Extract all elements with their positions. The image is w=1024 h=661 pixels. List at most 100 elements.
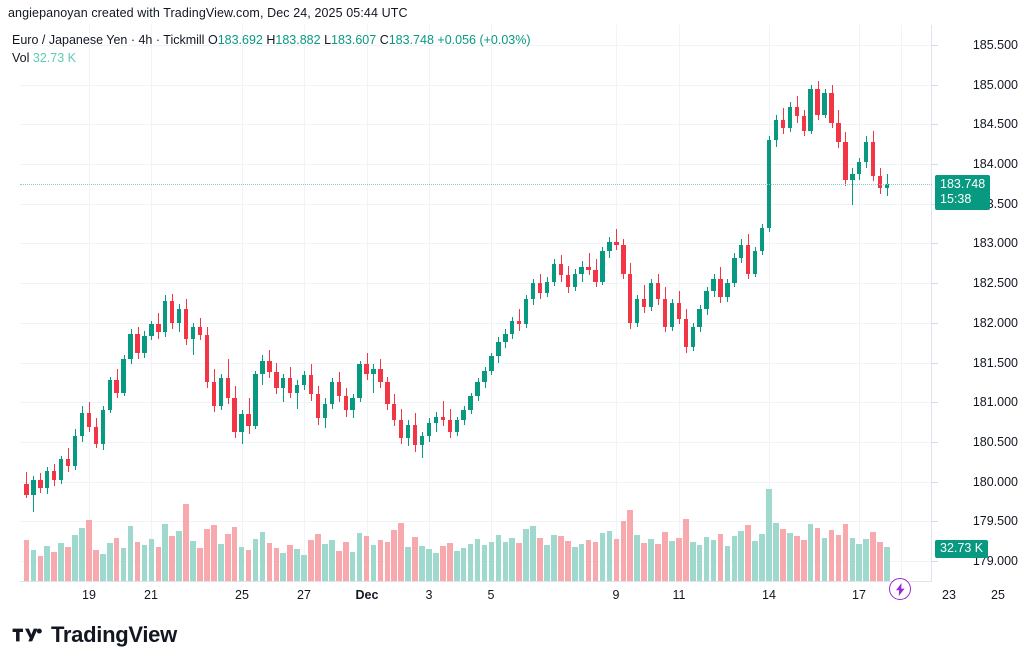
plot-area[interactable]: [20, 25, 932, 581]
volume-bar: [544, 544, 550, 581]
price-axis-tick: [932, 323, 938, 324]
lightning-bolt-icon[interactable]: [889, 578, 911, 600]
candle-wick: [616, 229, 617, 250]
candle-body: [24, 484, 29, 496]
volume-bar: [516, 543, 522, 581]
legend-low-key: L: [324, 33, 332, 47]
grid-line-horizontal: [20, 85, 932, 86]
volume-bar: [384, 541, 391, 581]
candle-body: [537, 283, 543, 293]
candle-body: [142, 335, 147, 354]
volume-bar: [405, 547, 411, 581]
volume-bar: [502, 542, 509, 581]
time-tick-label: 27: [297, 588, 311, 602]
candle-body: [128, 333, 133, 359]
volume-bar: [766, 488, 772, 581]
volume-bar: [842, 523, 849, 581]
footer: TradingView: [0, 610, 1024, 661]
candle-body: [739, 245, 744, 258]
volume-bar: [106, 542, 113, 581]
candle-body: [690, 326, 695, 347]
volume-bar: [204, 529, 210, 581]
candle-body: [357, 364, 362, 399]
time-tick-label: 23: [942, 588, 956, 602]
time-tick-label: Dec: [355, 588, 379, 602]
volume-bar: [280, 553, 287, 581]
time-axis[interactable]: 19212527Dec359111417192325: [20, 581, 1005, 610]
volume-bar: [100, 554, 106, 581]
volume-bar: [682, 518, 689, 581]
candle-body: [378, 368, 383, 383]
volume-bar: [329, 539, 335, 581]
volume-bar: [308, 540, 314, 581]
volume-bar: [238, 546, 245, 581]
candle-body: [315, 394, 321, 419]
volume-bar: [113, 538, 120, 581]
candle-body: [662, 299, 668, 327]
volume-bar: [322, 543, 328, 581]
attribution-text: angiepanoyan created with TradingView.co…: [8, 6, 408, 20]
price-tick-label: 181.500: [972, 356, 1018, 370]
candle-body: [322, 403, 328, 419]
volume-bar: [391, 530, 398, 581]
price-axis[interactable]: 185.500 185.000 184.500 184.000 183.500 183.0…: [932, 25, 1024, 581]
candle-body: [100, 410, 105, 445]
candle-body: [454, 419, 459, 433]
volume-bar: [412, 537, 418, 581]
candle-body: [426, 422, 432, 436]
grid-line-horizontal: [20, 363, 932, 364]
volume-bar: [606, 530, 613, 581]
time-tick-label: 25: [991, 588, 1005, 602]
volume-bar: [578, 544, 585, 581]
volume-bar: [342, 542, 349, 581]
grid-line-vertical: [89, 25, 90, 581]
candle-body: [419, 435, 425, 446]
candle-body: [586, 267, 591, 271]
time-tick-label: 17: [852, 588, 866, 602]
volume-bar: [752, 540, 758, 581]
candle-body: [197, 326, 203, 335]
volume-bar: [315, 533, 321, 581]
candle-body: [364, 364, 369, 374]
volume-bar: [433, 553, 439, 581]
candle-body: [253, 374, 258, 427]
price-tick-label: 185.500: [972, 38, 1018, 52]
candle-body: [829, 92, 834, 123]
candle-body: [877, 175, 883, 188]
chart-container[interactable]: Euro / Japanese Yen · 4h · Tickmill O183…: [0, 24, 1024, 610]
legend-open-key: O: [207, 33, 218, 47]
candle-body: [121, 358, 126, 393]
grid-line-horizontal: [20, 124, 932, 125]
candle-body: [864, 141, 869, 163]
candle-body: [648, 283, 654, 307]
candle-body: [558, 264, 564, 276]
price-axis-tick: [932, 482, 938, 483]
price-axis-tick: [932, 561, 938, 562]
candle-body: [628, 273, 633, 323]
volume-bar: [273, 548, 280, 581]
legend-volume-value: 32.73 K: [32, 51, 76, 65]
volume-bar: [731, 535, 738, 581]
volume-bar: [370, 544, 377, 581]
legend-symbol[interactable]: Euro / Japanese Yen · 4h · Tickmill: [12, 33, 205, 47]
candle-body: [190, 326, 196, 339]
candle-body: [329, 382, 335, 404]
volume-bar: [349, 551, 356, 581]
candle-body: [517, 321, 522, 325]
volume-bar: [689, 542, 696, 581]
volume-bar: [696, 545, 703, 581]
volume-bar: [190, 541, 196, 581]
candle-wick: [589, 252, 590, 276]
candle-body: [114, 380, 119, 393]
candle-body: [600, 251, 605, 282]
candle-body: [232, 397, 237, 433]
volume-bar: [176, 531, 182, 581]
candle-body: [697, 308, 702, 327]
grid-line-horizontal: [20, 482, 932, 483]
candle-body: [149, 324, 154, 336]
tradingview-logo[interactable]: TradingView: [12, 622, 177, 648]
volume-bar: [120, 548, 127, 581]
volume-bar: [294, 549, 300, 581]
price-axis-tick: [932, 363, 938, 364]
volume-bar: [155, 546, 162, 581]
